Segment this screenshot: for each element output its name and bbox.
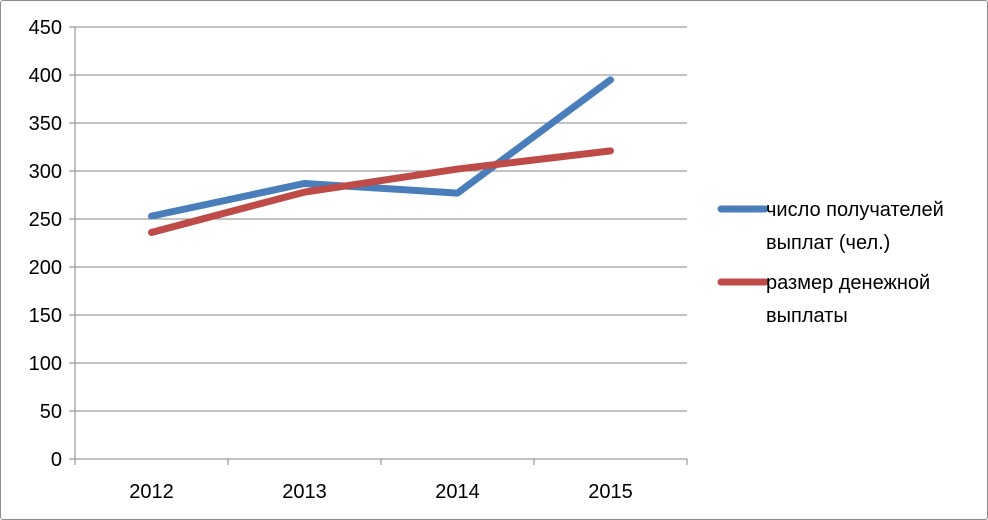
series-lines xyxy=(148,76,614,236)
gridlines xyxy=(75,26,687,412)
series-line-1 xyxy=(148,76,614,220)
y-tick-label: 150 xyxy=(29,305,62,327)
legend-label-1: число получателей xyxy=(766,199,944,221)
y-tick-label: 350 xyxy=(29,113,62,135)
legend-label-1: выплат (чел.) xyxy=(766,232,890,254)
x-axis-tick-labels: 2012 2013 2014 2015 xyxy=(129,481,633,503)
y-tick-label: 450 xyxy=(29,17,62,39)
legend: число получателей выплат (чел.) размер ден… xyxy=(717,199,944,327)
y-tick-label: 300 xyxy=(29,161,62,183)
x-tick-label: 2012 xyxy=(129,481,174,503)
series-line-2 xyxy=(148,147,614,236)
x-tick-label: 2015 xyxy=(588,481,633,503)
y-tick-label: 0 xyxy=(51,449,62,471)
x-tick-label: 2013 xyxy=(282,481,327,503)
y-tick-label: 250 xyxy=(29,209,62,231)
y-tick-label: 200 xyxy=(29,257,62,279)
legend-label-2: размер денежной xyxy=(766,272,930,294)
y-tick-label: 400 xyxy=(29,65,62,87)
y-tick-label: 100 xyxy=(29,353,62,375)
y-tick-label: 50 xyxy=(40,401,62,423)
legend-label-2: выплаты xyxy=(766,305,848,327)
y-axis-tick-labels: 0 50 100 150 200 250 300 350 400 450 xyxy=(29,17,62,471)
x-tick-label: 2014 xyxy=(435,481,480,503)
axes xyxy=(69,26,688,465)
